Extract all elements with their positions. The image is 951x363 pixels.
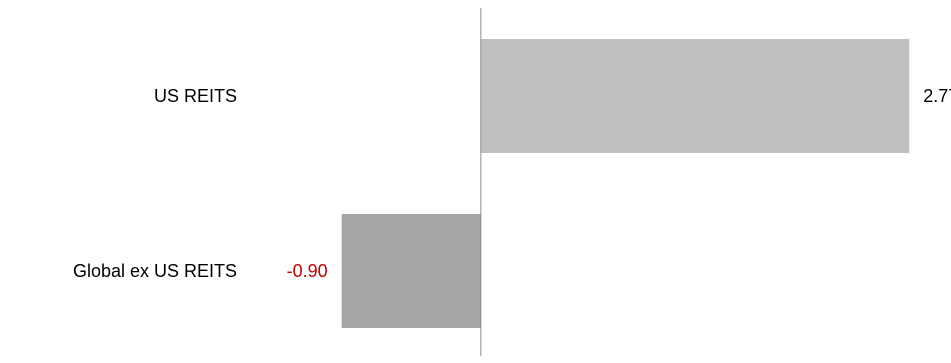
data-label: 2.77 bbox=[923, 86, 951, 106]
category-label: Global ex US REITS bbox=[73, 261, 237, 281]
value-labels: 2.77 -0.90 bbox=[287, 86, 951, 281]
bars-layer bbox=[341, 39, 910, 328]
bar-global-ex-us-reits bbox=[341, 214, 481, 328]
category-label: US REITS bbox=[154, 86, 237, 106]
category-labels: US REITS Global ex US REITS bbox=[73, 86, 237, 281]
data-label: -0.90 bbox=[287, 261, 328, 281]
bar-us-reits bbox=[480, 39, 910, 153]
